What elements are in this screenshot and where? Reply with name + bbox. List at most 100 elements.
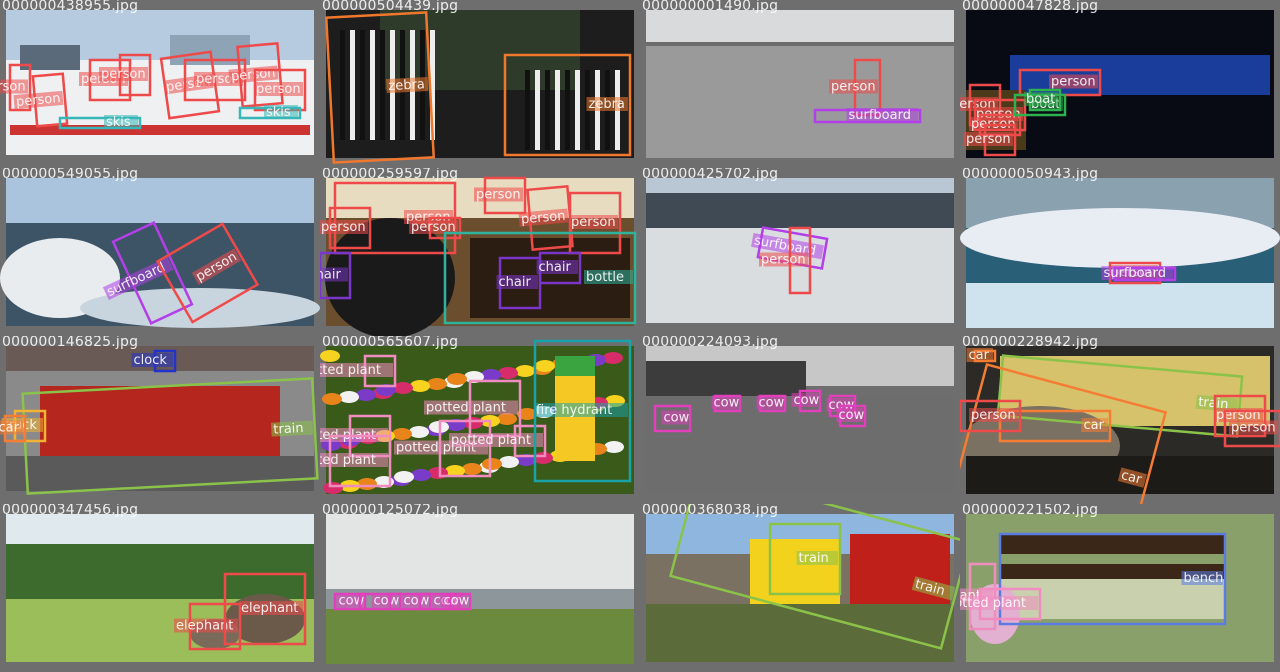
label-background — [320, 363, 393, 377]
image-tile: personsurfboard000000050943.jpg — [960, 168, 1280, 336]
label-background — [791, 393, 818, 407]
bounding-box — [58, 116, 142, 130]
label-background — [661, 410, 688, 425]
detection: cow — [333, 592, 367, 611]
bounding-box — [669, 504, 960, 650]
detection: skis — [238, 105, 302, 120]
label-text: skis — [106, 115, 131, 130]
detection: cow — [756, 394, 787, 413]
label-text: person — [321, 220, 366, 235]
label-text: chair — [320, 268, 341, 283]
detection: elephant — [174, 602, 242, 651]
detection: cow — [791, 389, 822, 413]
detection: surfboard — [813, 108, 922, 124]
detection: bottle — [443, 231, 637, 325]
label-text: chair — [499, 275, 532, 290]
label-background — [0, 79, 28, 94]
detection: train — [996, 354, 1244, 438]
label-text: cow — [404, 594, 430, 609]
image-tile: elephant elephant 000000347456.jpg — [0, 504, 320, 672]
label-text: person — [520, 209, 566, 228]
scene-image — [960, 178, 1280, 328]
label-background — [174, 618, 238, 633]
label-text: cow — [374, 594, 400, 609]
label-text: person — [571, 215, 616, 230]
label-text: fire hydrant — [536, 403, 612, 418]
detection: person — [13, 72, 69, 128]
label-text: potted plant — [960, 596, 1026, 611]
label-text: zebra — [589, 97, 625, 112]
label-background — [586, 97, 628, 111]
label-background — [1181, 571, 1223, 585]
image-tile: surfboard person 000000425702.jpg — [640, 168, 960, 336]
label-background — [0, 420, 23, 435]
bounding-box — [21, 377, 319, 495]
label-text: person — [1051, 75, 1096, 90]
label-background — [336, 593, 363, 608]
label-text: cow — [339, 594, 365, 609]
detection: potted plant — [424, 379, 522, 438]
detection: train — [768, 522, 842, 596]
image-tile: cowcowcowcowcow000000125072.jpg — [320, 504, 640, 672]
detection: person — [964, 123, 1017, 157]
label-background — [320, 453, 388, 467]
detection: zebra — [503, 53, 632, 157]
bounding-box — [960, 399, 1022, 433]
detection: person — [759, 226, 812, 295]
detection: person — [960, 399, 1022, 433]
label-background — [911, 576, 956, 601]
detection: potted plant — [320, 434, 392, 488]
label-background — [759, 252, 808, 267]
label-background — [264, 105, 298, 119]
bounding-box — [223, 572, 307, 646]
bounding-box — [998, 532, 1227, 626]
label-text: person — [15, 91, 61, 110]
label-text: elephant — [241, 601, 298, 616]
detection: surfboard — [1101, 266, 1177, 282]
label-text: potted plant — [320, 453, 376, 468]
label-background — [99, 67, 148, 81]
bounding-box — [996, 354, 1244, 438]
label-background — [969, 408, 1018, 422]
label-background — [536, 260, 578, 274]
detection-canvas: personpersonpersonpersonpersonpersonchai… — [320, 176, 637, 336]
label-text: surfboard — [1104, 266, 1166, 281]
detection: potted plant — [960, 587, 1042, 621]
detection: cow — [653, 404, 692, 433]
label-text: clock — [134, 353, 168, 368]
label-background — [1024, 92, 1058, 106]
detection: person — [568, 191, 622, 255]
image-tile: train car car person person person car 00000022… — [960, 336, 1280, 504]
label-text: car — [1119, 468, 1143, 488]
label-background — [1081, 418, 1108, 432]
bounding-box — [443, 231, 637, 325]
label-text: person — [1231, 421, 1276, 436]
image-tile: cow cow cow cow cow cow 000000224093.jpg — [640, 336, 960, 504]
label-background — [496, 275, 538, 289]
bounding-box — [503, 53, 632, 157]
detection: cow — [358, 592, 402, 611]
detection: chair — [536, 251, 582, 285]
label-text: cow — [794, 393, 820, 408]
detection: car — [966, 348, 997, 363]
label-text: surfboard — [849, 108, 911, 123]
label-background — [474, 187, 523, 202]
scene-image — [6, 514, 314, 662]
label-text: person — [476, 188, 521, 203]
detection: person — [228, 42, 284, 108]
label-background — [518, 208, 569, 227]
label-text: person — [971, 408, 1016, 423]
detection-canvas: zebra zebra — [324, 10, 634, 164]
label-background — [1195, 394, 1239, 413]
detection: cow — [836, 404, 867, 428]
label-text: person — [256, 82, 301, 97]
detection: person — [409, 216, 462, 240]
detection: cow — [711, 394, 742, 413]
